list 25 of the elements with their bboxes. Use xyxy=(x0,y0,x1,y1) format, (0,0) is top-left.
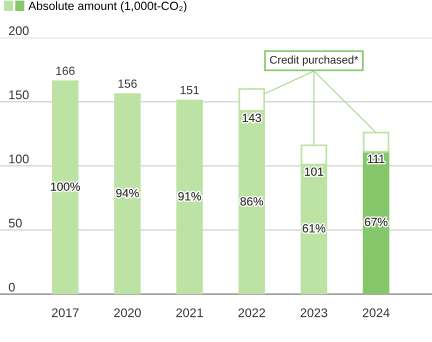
y-tick-label: 200 xyxy=(8,26,29,36)
x-tick-label: 2021 xyxy=(176,308,203,318)
data-label: 166 xyxy=(56,66,75,76)
data-label: 111 xyxy=(368,154,384,163)
annotation: 86% xyxy=(240,197,264,206)
annotation: 94% xyxy=(116,188,139,198)
x-tick-label: 2023 xyxy=(300,308,328,318)
x-tick-label: 2017 xyxy=(52,308,79,318)
y-tick-label: 50 xyxy=(8,218,22,228)
annotation: Credit purchased* xyxy=(270,56,358,66)
y-tick-label: 150 xyxy=(9,90,29,100)
data-label: 151 xyxy=(180,86,199,94)
annotation: 91% xyxy=(178,192,201,200)
data-label: 101 xyxy=(304,167,324,176)
annotation: 61% xyxy=(302,224,326,233)
data-label: 156 xyxy=(118,80,137,88)
y-tick-label: 100 xyxy=(9,154,29,164)
legend-label: Absolute amount (1,000t-CO₂) xyxy=(28,1,186,12)
x-tick-label: 2024 xyxy=(362,308,390,318)
x-tick-label: 2020 xyxy=(114,308,141,318)
annotation: 100% xyxy=(51,182,80,191)
y-tick-label: 0 xyxy=(8,282,15,292)
x-tick-label: 2022 xyxy=(238,308,266,318)
annotation: 67% xyxy=(364,218,388,226)
data-label: 143 xyxy=(242,114,262,122)
